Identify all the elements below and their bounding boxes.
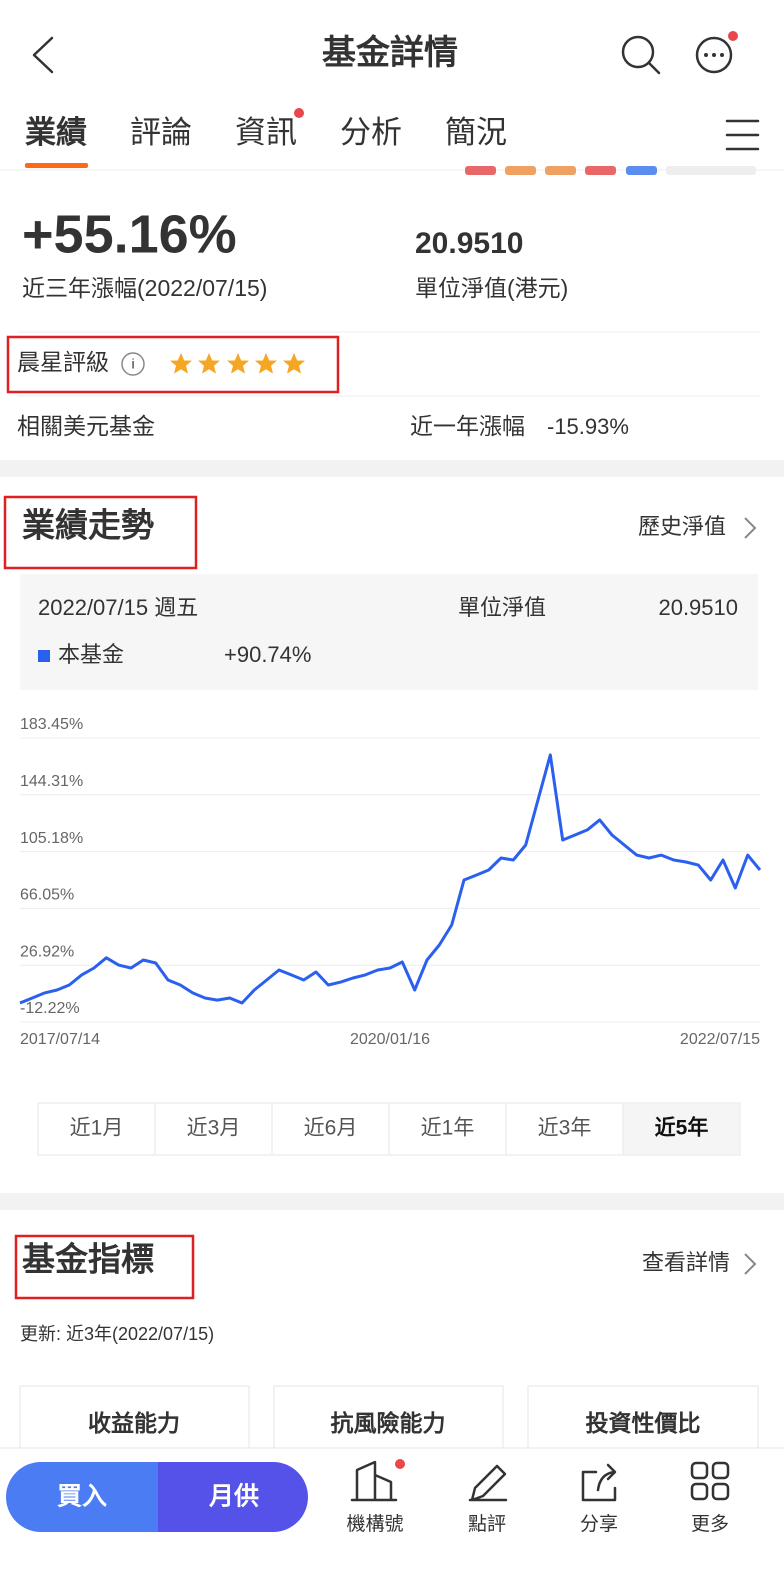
review-icon[interactable] bbox=[468, 1464, 508, 1502]
info-box bbox=[20, 574, 758, 690]
period-button[interactable]: 近1月 bbox=[70, 1117, 124, 1140]
buy-label: 買入 bbox=[57, 1483, 107, 1511]
card-title: 投資性價比 bbox=[586, 1410, 701, 1436]
institution-icon[interactable] bbox=[350, 1459, 405, 1502]
return-value: +55.16% bbox=[22, 204, 237, 264]
chart: -12.22% 26.92% 66.05% 105.18% 144.31% 183.45%… bbox=[19, 716, 762, 1048]
y-tick-label: 26.92% bbox=[20, 943, 74, 960]
period-active-bg bbox=[623, 1104, 739, 1154]
legend-label: 本基金 bbox=[58, 642, 124, 667]
y-tick-label: 105.18% bbox=[20, 830, 83, 847]
period-button[interactable]: 近1年 bbox=[421, 1117, 475, 1140]
y-tick-label: 66.05% bbox=[20, 887, 74, 904]
y-tick-label: 183.45% bbox=[20, 716, 83, 733]
tab[interactable]: 業績 bbox=[25, 115, 87, 150]
period-button[interactable]: 近3年 bbox=[538, 1117, 592, 1140]
one-year-label: 近一年漲幅 bbox=[410, 413, 525, 439]
one-year-value: -15.93% bbox=[547, 414, 629, 439]
legend-swatch bbox=[38, 650, 50, 662]
buy-button[interactable] bbox=[6, 1462, 158, 1532]
chevron bbox=[744, 1253, 757, 1275]
search-button[interactable] bbox=[621, 35, 661, 75]
nav-label: 單位淨值(港元) bbox=[415, 275, 568, 301]
x-tick-label: 2022/07/15 bbox=[680, 1031, 760, 1048]
x-tick-label: 2020/01/16 bbox=[350, 1031, 430, 1048]
nav-label: 機構號 bbox=[346, 1513, 403, 1535]
monthly-label: 月供 bbox=[208, 1483, 259, 1511]
fund-return: +90.74% bbox=[224, 642, 311, 667]
menu-button[interactable] bbox=[725, 119, 760, 151]
nav-value: 20.9510 bbox=[658, 595, 738, 620]
tab[interactable]: 簡況 bbox=[445, 115, 507, 150]
nav-label: 點評 bbox=[468, 1513, 506, 1535]
svg-text:i: i bbox=[131, 356, 134, 372]
rating-stars bbox=[170, 353, 305, 374]
tab[interactable]: 評論 bbox=[130, 115, 192, 150]
nav-label: 分享 bbox=[580, 1513, 618, 1535]
section-gap bbox=[0, 1193, 784, 1210]
detail-link[interactable]: 查看詳情 bbox=[642, 1250, 730, 1275]
data-line bbox=[19, 753, 762, 1005]
x-tick-label: 2017/07/14 bbox=[20, 1031, 100, 1048]
date: 2022/07/15 週五 bbox=[38, 595, 198, 620]
section-title: 基金指標 bbox=[22, 1241, 154, 1278]
nav-value: 20.9510 bbox=[415, 227, 523, 260]
nav-label: 更多 bbox=[691, 1513, 729, 1535]
tab-indicator bbox=[25, 163, 88, 168]
card-title: 抗風險能力 bbox=[331, 1410, 446, 1436]
y-tick-label: 144.31% bbox=[20, 773, 83, 790]
tab[interactable]: 資訊 bbox=[235, 115, 297, 150]
nav-label: 單位淨值 bbox=[458, 595, 546, 620]
more-icon[interactable] bbox=[690, 1461, 730, 1501]
history-link[interactable]: 歷史淨值 bbox=[638, 514, 726, 539]
message-button[interactable] bbox=[695, 31, 738, 74]
period-button[interactable]: 近6月 bbox=[304, 1117, 358, 1140]
tab[interactable]: 分析 bbox=[340, 115, 402, 150]
share-icon[interactable] bbox=[581, 1463, 617, 1502]
highlight-box bbox=[3, 495, 198, 570]
chevron bbox=[744, 517, 757, 539]
card-title: 收益能力 bbox=[88, 1410, 180, 1436]
update-note: 更新: 近3年(2022/07/15) bbox=[20, 1324, 214, 1344]
related-label: 相關美元基金 bbox=[17, 413, 155, 439]
period-button[interactable]: 近3月 bbox=[187, 1117, 241, 1140]
back-button[interactable] bbox=[32, 36, 54, 74]
monthly-button[interactable] bbox=[158, 1462, 308, 1532]
period-button[interactable]: 近5年 bbox=[655, 1116, 709, 1140]
return-label: 近三年漲幅(2022/07/15) bbox=[22, 275, 267, 301]
highlight-box bbox=[6, 335, 340, 394]
period-buttons: 近1月 近3月 近6月 近1年 近3年 近5年 bbox=[70, 1104, 739, 1154]
highlight-box bbox=[14, 1234, 195, 1300]
info-icon[interactable]: i bbox=[121, 352, 145, 376]
rating-label: 晨星評級 bbox=[17, 349, 109, 375]
tags bbox=[465, 166, 756, 175]
section-title: 業績走勢 bbox=[22, 507, 154, 544]
badge bbox=[294, 108, 304, 118]
section-gap bbox=[0, 460, 784, 477]
y-tick-label: -12.22% bbox=[20, 1000, 80, 1017]
page-title: 基金詳情 bbox=[322, 33, 458, 72]
